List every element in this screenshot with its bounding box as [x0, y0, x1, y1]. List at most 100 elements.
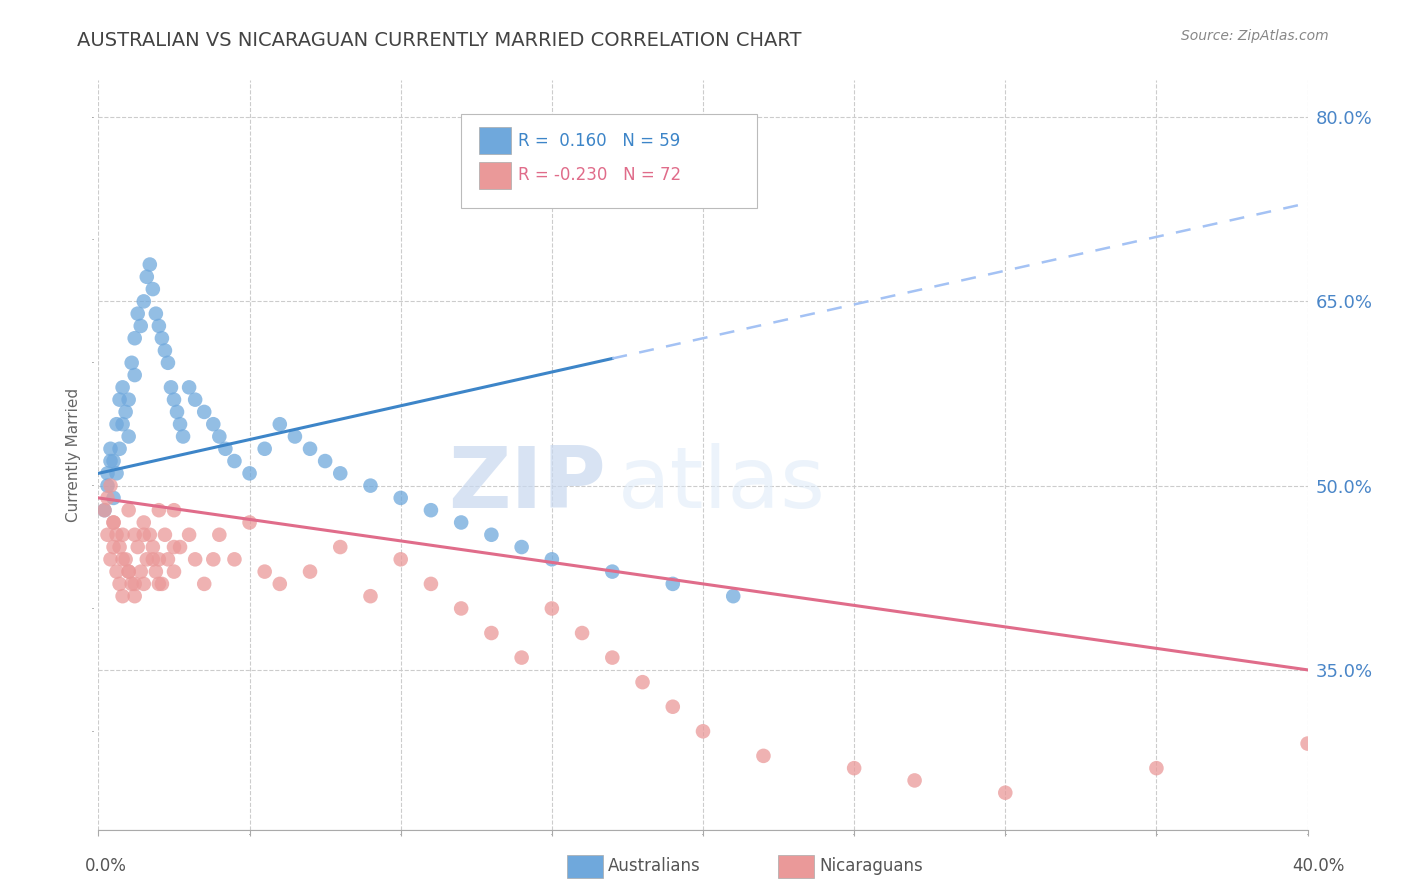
- Point: [284, 429, 307, 443]
- Point: [96, 467, 118, 481]
- Point: [118, 503, 141, 517]
- Point: [96, 491, 118, 505]
- Point: [329, 467, 352, 481]
- Point: [153, 343, 176, 358]
- Point: [163, 540, 186, 554]
- Point: [904, 773, 927, 788]
- Point: [299, 442, 322, 456]
- Point: [142, 552, 165, 566]
- Text: Source: ZipAtlas.com: Source: ZipAtlas.com: [1181, 29, 1329, 43]
- Point: [121, 577, 143, 591]
- Point: [360, 478, 382, 492]
- Point: [844, 761, 866, 775]
- Point: [108, 577, 131, 591]
- Point: [96, 528, 118, 542]
- Text: Nicaraguans: Nicaraguans: [820, 857, 924, 875]
- Point: [145, 307, 167, 321]
- Point: [135, 552, 157, 566]
- Point: [193, 405, 215, 419]
- Point: [450, 516, 472, 530]
- Point: [127, 540, 149, 554]
- Point: [150, 577, 173, 591]
- Point: [124, 331, 146, 345]
- Point: [329, 540, 352, 554]
- Point: [193, 577, 215, 591]
- Point: [692, 724, 714, 739]
- Point: [124, 368, 146, 382]
- Point: [184, 392, 207, 407]
- Point: [994, 786, 1017, 800]
- Point: [93, 503, 115, 517]
- Point: [160, 380, 183, 394]
- Point: [752, 748, 775, 763]
- Point: [602, 565, 624, 579]
- Point: [111, 417, 134, 432]
- Point: [184, 552, 207, 566]
- Point: [202, 417, 225, 432]
- Point: [148, 318, 170, 333]
- Point: [139, 258, 162, 272]
- Point: [269, 417, 291, 432]
- Point: [661, 699, 683, 714]
- FancyBboxPatch shape: [479, 162, 510, 189]
- Point: [118, 565, 141, 579]
- Point: [124, 577, 146, 591]
- Point: [100, 478, 122, 492]
- Point: [100, 552, 122, 566]
- Text: atlas: atlas: [619, 443, 827, 526]
- Point: [132, 528, 155, 542]
- Point: [103, 540, 125, 554]
- Point: [153, 528, 176, 542]
- Point: [103, 454, 125, 468]
- Point: [510, 650, 533, 665]
- Y-axis label: Currently Married: Currently Married: [66, 388, 80, 522]
- Point: [1146, 761, 1168, 775]
- Point: [239, 516, 262, 530]
- Point: [163, 565, 186, 579]
- Point: [100, 442, 122, 456]
- Point: [108, 540, 131, 554]
- Point: [129, 565, 152, 579]
- Point: [239, 467, 262, 481]
- Point: [179, 528, 201, 542]
- Point: [253, 565, 276, 579]
- Point: [108, 392, 131, 407]
- Point: [132, 294, 155, 309]
- Point: [156, 356, 179, 370]
- Point: [103, 516, 125, 530]
- Point: [299, 565, 322, 579]
- Point: [166, 405, 188, 419]
- Point: [156, 552, 179, 566]
- Point: [540, 552, 562, 566]
- Point: [172, 429, 194, 443]
- Point: [124, 589, 146, 603]
- Point: [208, 429, 231, 443]
- Text: AUSTRALIAN VS NICARAGUAN CURRENTLY MARRIED CORRELATION CHART: AUSTRALIAN VS NICARAGUAN CURRENTLY MARRI…: [77, 31, 801, 50]
- Point: [602, 650, 624, 665]
- Point: [208, 528, 231, 542]
- Point: [420, 577, 443, 591]
- Point: [481, 528, 503, 542]
- Point: [224, 454, 246, 468]
- Point: [661, 577, 683, 591]
- Point: [723, 589, 745, 603]
- Text: 0.0%: 0.0%: [84, 857, 127, 875]
- Point: [148, 577, 170, 591]
- Point: [139, 528, 162, 542]
- Point: [314, 454, 336, 468]
- Point: [114, 405, 136, 419]
- Point: [111, 528, 134, 542]
- Point: [450, 601, 472, 615]
- FancyBboxPatch shape: [479, 128, 510, 154]
- Point: [148, 503, 170, 517]
- Point: [111, 589, 134, 603]
- Point: [93, 503, 115, 517]
- Point: [253, 442, 276, 456]
- Point: [105, 417, 128, 432]
- Point: [111, 552, 134, 566]
- Point: [135, 269, 157, 284]
- Point: [571, 626, 593, 640]
- Point: [103, 516, 125, 530]
- Point: [118, 565, 141, 579]
- Text: R =  0.160   N = 59: R = 0.160 N = 59: [517, 132, 681, 150]
